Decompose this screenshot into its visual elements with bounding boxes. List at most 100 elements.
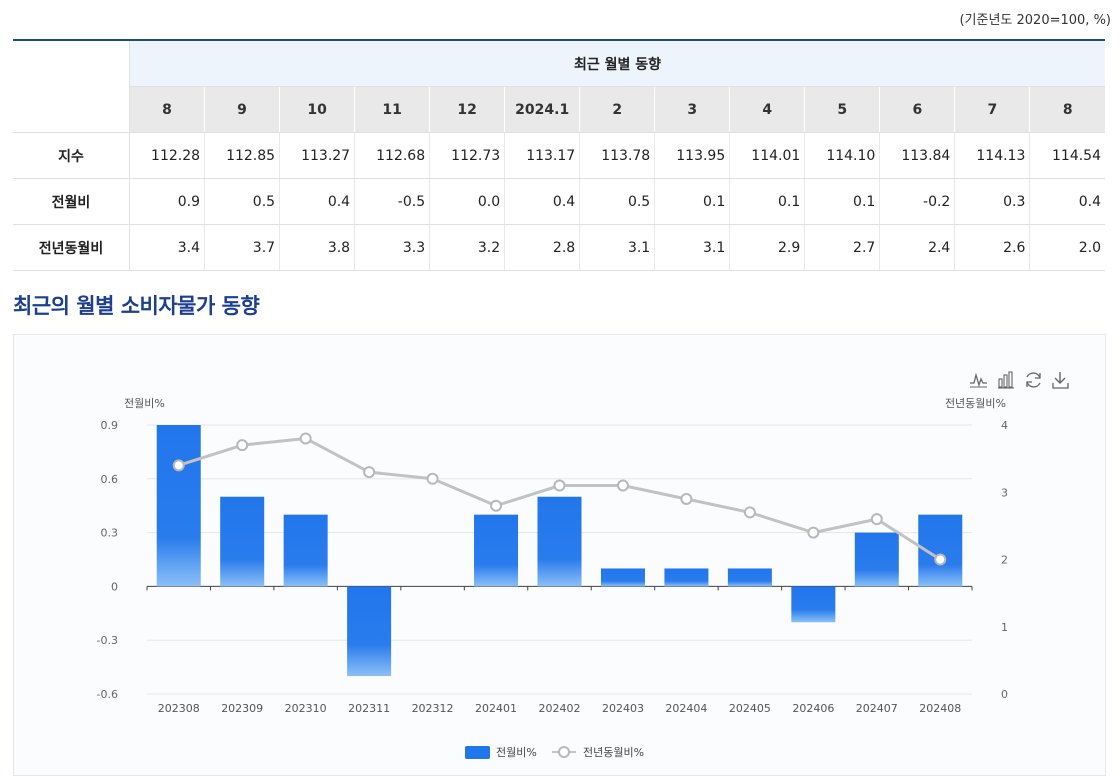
row-label: 전월비 — [13, 178, 130, 225]
y-right-axis-title: 전년동월비% — [945, 397, 1006, 410]
refresh-icon[interactable] — [1026, 372, 1041, 388]
table-cell: 0.1 — [804, 178, 880, 225]
legend-label: 전년동월비% — [583, 746, 644, 759]
y-left-tick-label: -0.6 — [97, 688, 118, 701]
bar — [791, 586, 836, 623]
table-cell: 3.3 — [354, 224, 430, 271]
table-cell: 114.54 — [1029, 132, 1105, 179]
bar — [537, 496, 582, 587]
table-cell: 113.95 — [654, 132, 730, 179]
line-point — [172, 459, 185, 472]
table-cell: 2.4 — [879, 224, 955, 271]
chart-toolbar — [970, 371, 1069, 389]
line-point — [426, 472, 439, 485]
month-header: 7 — [954, 86, 1030, 133]
x-tick-label: 202310 — [285, 702, 327, 715]
y-right-tick-label: 1 — [1001, 621, 1008, 634]
line-point — [553, 479, 566, 492]
x-tick-label: 202308 — [158, 702, 200, 715]
table-cell: 3.1 — [654, 224, 730, 271]
table-cell: 3.2 — [429, 224, 505, 271]
table-cell: 3.4 — [128, 224, 205, 271]
x-tick-label: 202405 — [729, 702, 771, 715]
y-left-tick-label: 0 — [111, 580, 118, 593]
chart-container: 0.9 0.6 0.3 0 -0.3 -0.6 4 3 2 1 0 전월비% 전년동월비% 202308 2… — [13, 334, 1106, 776]
y-left-axis-title: 전월비% — [124, 397, 165, 410]
legend-bar-swatch — [465, 746, 490, 759]
line-chart-icon[interactable] — [970, 372, 987, 388]
table-cell: 2.0 — [1029, 224, 1105, 271]
month-header: 2 — [579, 86, 655, 133]
table-cell: 112.68 — [354, 132, 430, 179]
y-left-tick-label: -0.3 — [97, 634, 118, 647]
y-right-tick-label: 3 — [1001, 486, 1008, 499]
y-left-tick-label: 0.6 — [101, 473, 119, 486]
table-cell: -0.2 — [879, 178, 955, 225]
table-cell: 0.3 — [954, 178, 1030, 225]
bar — [600, 568, 645, 587]
table-cell: 0.0 — [429, 178, 505, 225]
row-label: 지수 — [13, 132, 130, 179]
month-header-row: 8 9 10 11 12 2024.1 2 3 4 5 6 7 8 — [13, 86, 1105, 133]
x-tick-label: 202403 — [602, 702, 644, 715]
month-header: 10 — [279, 86, 355, 133]
bar-chart-icon[interactable] — [998, 371, 1014, 389]
x-tick-label: 202408 — [919, 702, 961, 715]
table-cell: 0.9 — [128, 178, 205, 225]
section-title: 최근의 월별 소비자물가 동향 — [13, 294, 260, 318]
table-cell: 0.1 — [729, 178, 805, 225]
line-point — [680, 492, 693, 505]
y-left-tick-label: 0.3 — [101, 527, 119, 540]
table-cell: 114.01 — [729, 132, 805, 179]
table-row: 지수 112.28 112.85 113.27 112.68 112.73 113.17 11… — [13, 132, 1105, 179]
table-cell: 114.10 — [804, 132, 880, 179]
row-label: 전년동월비 — [13, 224, 130, 271]
table-row: 전년동월비 3.4 3.7 3.8 3.3 3.2 2.8 3.1 3.1 2.9 2.7 2.4 2.… — [13, 224, 1105, 271]
table-row: 전월비 0.9 0.5 0.4 -0.5 0.0 0.4 0.5 0.1 0.1 0.1 -0.2 0.… — [13, 178, 1105, 225]
table-cell: 3.8 — [279, 224, 355, 271]
table-cell: 3.1 — [579, 224, 655, 271]
x-tick-label: 202402 — [539, 702, 581, 715]
chart-legend: 전월비% 전년동월비% — [465, 746, 644, 759]
x-tick-label: 202407 — [856, 702, 898, 715]
month-header: 6 — [879, 86, 955, 133]
bar — [727, 568, 772, 587]
x-tick-label: 202309 — [221, 702, 263, 715]
table-cell: 2.8 — [504, 224, 580, 271]
month-header: 12 — [429, 86, 505, 133]
month-header: 8 — [1029, 86, 1105, 133]
table-cell: 113.78 — [579, 132, 655, 179]
table-cell: 113.27 — [279, 132, 355, 179]
bar — [664, 568, 709, 587]
stats-table: 최근 월별 동향 8 9 10 11 12 2024.1 2 3 4 5 6 7 8 지수 112.28 1… — [13, 39, 1105, 271]
table-corner — [13, 40, 130, 133]
month-header: 5 — [804, 86, 880, 133]
line-point — [236, 439, 249, 452]
bar — [220, 496, 265, 587]
line-point — [870, 513, 883, 526]
table-cell: 0.5 — [579, 178, 655, 225]
unit-note: (기준년도 2020=100, %) — [959, 13, 1111, 28]
y-left-tick-label: 0.9 — [101, 419, 119, 432]
x-tick-label: 202404 — [665, 702, 707, 715]
line-point — [299, 432, 312, 445]
download-icon[interactable] — [1052, 372, 1069, 389]
table-cell: 0.4 — [504, 178, 580, 225]
table-body: 지수 112.28 112.85 113.27 112.68 112.73 113.17 11… — [13, 132, 1105, 271]
table-cell: 113.84 — [879, 132, 955, 179]
bar — [283, 514, 328, 587]
month-header: 9 — [204, 86, 280, 133]
table-cell: 0.5 — [204, 178, 280, 225]
bar — [156, 425, 201, 587]
combo-chart: 0.9 0.6 0.3 0 -0.3 -0.6 4 3 2 1 0 전월비% 전년동월비% 202308 2… — [97, 371, 1069, 759]
x-tick-label: 202406 — [792, 702, 834, 715]
legend-line-marker — [558, 746, 570, 758]
table-group-header: 최근 월별 동향 — [129, 40, 1105, 87]
line-point — [743, 506, 756, 519]
line-point — [616, 479, 629, 492]
month-header: 4 — [729, 86, 805, 133]
table-cell: 2.6 — [954, 224, 1030, 271]
legend-label: 전월비% — [496, 746, 537, 759]
x-tick-label: 202401 — [475, 702, 517, 715]
table-cell: 0.1 — [654, 178, 730, 225]
